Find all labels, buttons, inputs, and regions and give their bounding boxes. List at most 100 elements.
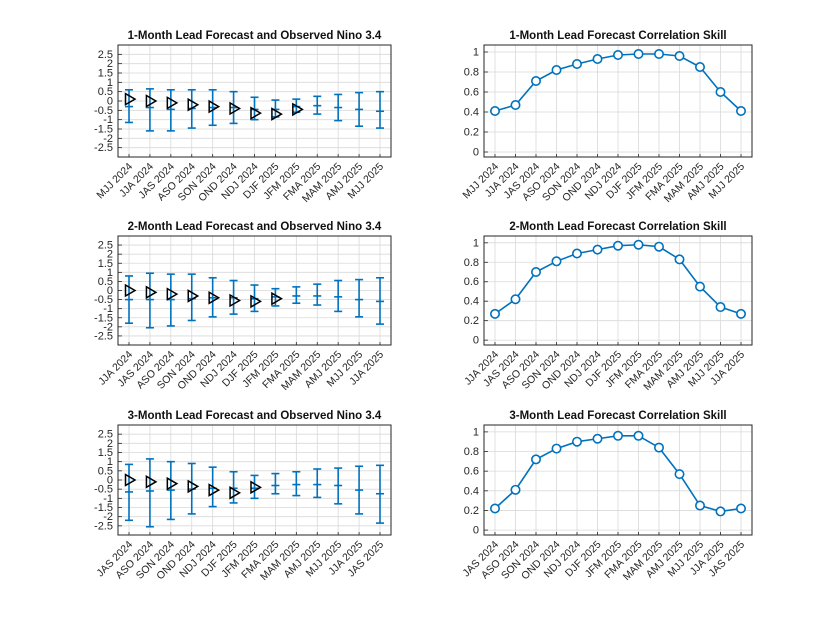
skill-point [612, 430, 623, 441]
y-tick-label: 2 [107, 58, 113, 70]
y-tick-label: -1 [103, 493, 113, 505]
y-tick-label: -0.5 [94, 294, 113, 306]
y-tick-label: -2.5 [94, 330, 113, 342]
y-tick-label: 1 [107, 77, 113, 89]
observed-marker [124, 473, 137, 487]
observed-marker [208, 290, 221, 305]
y-tick-label: 1 [473, 47, 479, 59]
chart-title: 2-Month Lead Forecast Correlation Skill [509, 221, 726, 233]
skill-point [530, 454, 541, 465]
skill-point [674, 50, 685, 61]
observed-marker [187, 289, 200, 303]
y-tick-label: 0 [107, 96, 113, 108]
observed-marker [250, 480, 262, 495]
y-tick-label: -2 [103, 133, 113, 145]
skill-point [592, 433, 603, 444]
observed-marker [292, 102, 304, 117]
skill-point [592, 244, 603, 255]
y-tick-label: 0 [107, 285, 113, 297]
y-tick-label: -2 [103, 321, 113, 333]
chart-title: 1-Month Lead Forecast Correlation Skill [509, 30, 726, 42]
chart-title: 2-Month Lead Forecast and Observed Nino … [128, 221, 382, 233]
y-tick-label: 0 [473, 525, 479, 537]
chart-title: 3-Month Lead Forecast and Observed Nino … [128, 410, 382, 422]
chart-title: 1-Month Lead Forecast and Observed Nino … [128, 30, 382, 42]
y-tick-label: 0.6 [464, 276, 479, 288]
y-tick-label: 0.2 [464, 505, 479, 517]
y-tick-label: -1.5 [94, 502, 113, 514]
observed-marker [229, 293, 242, 308]
y-tick-label: 1.5 [98, 447, 113, 459]
y-tick-label: -1 [103, 114, 113, 126]
observed-marker [166, 287, 179, 301]
observed-marker [166, 476, 179, 491]
skill-point [510, 484, 521, 495]
skill-point [674, 469, 685, 480]
y-tick-label: 0.5 [98, 276, 113, 288]
y-tick-label: 2 [107, 438, 113, 450]
observed-marker [145, 94, 158, 108]
observed-marker [271, 107, 283, 121]
y-tick-label: 0 [473, 147, 479, 159]
y-tick-label: 1.5 [98, 68, 113, 80]
skill-point [715, 506, 726, 517]
skill-point [633, 239, 644, 250]
y-tick-label: -1.5 [94, 312, 113, 324]
y-tick-label: -2.5 [94, 142, 113, 154]
skill-point [489, 503, 500, 514]
skill-point [633, 430, 644, 441]
skill-point [694, 281, 705, 292]
skill-point [633, 48, 644, 59]
skill-point [530, 267, 541, 278]
skill-point [489, 308, 500, 319]
y-tick-label: 0.8 [464, 257, 479, 269]
skill-point [653, 442, 664, 453]
skill-point [551, 443, 562, 454]
observed-marker [250, 106, 262, 120]
y-tick-label: 1 [473, 237, 479, 249]
observed-marker [187, 97, 200, 112]
skill-point [735, 503, 746, 514]
y-tick-label: -0.5 [94, 105, 113, 117]
observed-marker [187, 479, 200, 494]
y-tick-label: 1 [107, 267, 113, 279]
skill-point [694, 500, 705, 511]
y-tick-label: 2.5 [98, 240, 113, 252]
skill-point [612, 49, 623, 60]
skill-point [571, 248, 582, 259]
observed-marker [124, 92, 137, 106]
skill-point [694, 61, 705, 72]
observed-marker [250, 294, 262, 309]
skill-point [592, 53, 603, 64]
observed-marker [229, 101, 242, 116]
y-tick-label: 1 [473, 426, 479, 438]
y-tick-label: 0.6 [464, 87, 479, 99]
y-tick-label: -0.5 [94, 484, 113, 496]
skill-point [653, 241, 664, 252]
y-tick-label: 0.8 [464, 67, 479, 79]
skill-point [715, 302, 726, 313]
y-tick-label: 0 [107, 475, 113, 487]
y-tick-label: 0.8 [464, 446, 479, 458]
observed-marker [271, 291, 283, 306]
y-tick-label: 1.5 [98, 258, 113, 270]
skill-point [510, 100, 521, 111]
skill-point [653, 48, 664, 59]
skill-point [571, 436, 582, 447]
y-tick-label: 2.5 [98, 49, 113, 61]
observed-marker [145, 285, 158, 300]
skill-point [551, 65, 562, 76]
y-tick-label: 2.5 [98, 429, 113, 441]
observed-marker [145, 475, 158, 489]
y-tick-label: -2.5 [94, 520, 113, 532]
observed-marker [166, 96, 179, 110]
y-tick-label: 0.4 [464, 296, 479, 308]
skill-point [715, 87, 726, 98]
chart-title: 3-Month Lead Forecast Correlation Skill [509, 410, 726, 422]
observed-marker [208, 99, 221, 114]
y-tick-label: 0 [473, 335, 479, 347]
y-tick-label: -2 [103, 511, 113, 523]
y-tick-label: 0.2 [464, 315, 479, 327]
